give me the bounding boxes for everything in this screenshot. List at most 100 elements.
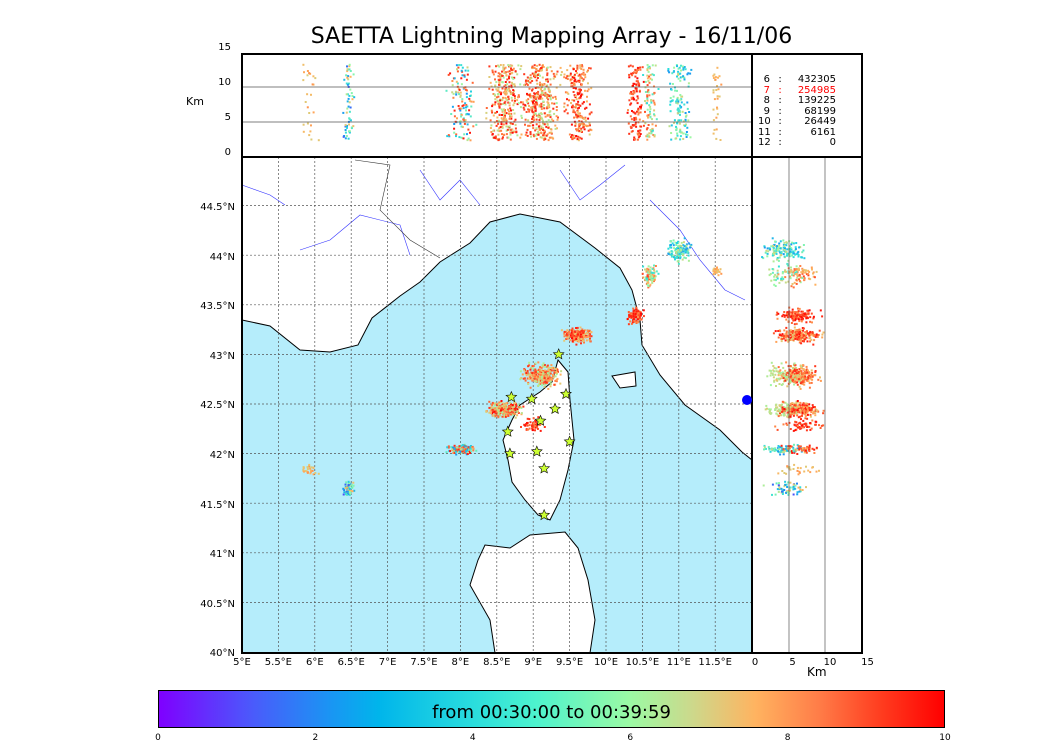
lightning-source-altitude xyxy=(504,89,507,92)
lightning-source xyxy=(589,340,592,343)
lightning-source xyxy=(581,339,584,341)
lightning-source-side xyxy=(793,326,796,329)
lightning-source-altitude xyxy=(647,89,650,91)
lightning-source-side xyxy=(803,313,806,315)
lightning-source xyxy=(669,253,672,256)
lightning-source-altitude xyxy=(544,138,547,141)
lightning-source xyxy=(525,423,527,426)
lightning-source xyxy=(519,370,522,373)
lightning-source-side xyxy=(801,414,803,417)
lightning-source xyxy=(497,409,500,412)
lightning-source-side xyxy=(769,409,771,412)
lightning-source-side xyxy=(789,380,792,383)
lightning-source-side xyxy=(786,316,789,319)
lightning-source xyxy=(547,366,550,369)
lightning-source-altitude xyxy=(504,66,507,69)
lightning-source-side xyxy=(774,493,777,496)
lightning-source xyxy=(575,337,578,340)
lightning-source-altitude xyxy=(644,91,647,93)
lightning-source xyxy=(488,400,491,403)
lightning-source xyxy=(634,313,637,315)
lightning-source xyxy=(651,278,654,281)
lightning-source-altitude xyxy=(575,70,577,73)
lightning-source-altitude xyxy=(512,92,515,95)
lightning-source xyxy=(497,414,500,417)
lightning-source-side xyxy=(800,342,803,345)
lightning-source-altitude xyxy=(516,103,519,106)
lightning-source-side xyxy=(775,367,778,370)
lightning-source-side xyxy=(763,446,766,449)
altitude-tick: 10 xyxy=(218,77,231,88)
lightning-source xyxy=(459,450,462,453)
lightning-source-altitude xyxy=(509,138,512,141)
lightning-source-altitude xyxy=(489,119,492,122)
lightning-source-altitude xyxy=(466,66,469,69)
lightning-source-altitude xyxy=(654,124,657,127)
lightning-source-altitude xyxy=(587,69,589,72)
lightning-source-side xyxy=(783,406,786,409)
lightning-source-altitude xyxy=(546,84,549,87)
lightning-source-altitude xyxy=(677,77,680,80)
lightning-source-side xyxy=(795,330,798,333)
lightning-source-altitude xyxy=(511,131,514,134)
lightning-source-side xyxy=(786,264,789,267)
lightning-source-altitude xyxy=(527,79,530,82)
lightning-source xyxy=(503,404,506,407)
lightning-source-side xyxy=(811,321,813,324)
lightning-source-altitude xyxy=(536,74,539,76)
lightning-source xyxy=(535,378,538,381)
lightning-source-altitude xyxy=(488,76,491,78)
lightning-source-altitude xyxy=(532,124,535,127)
lightning-source-altitude xyxy=(494,101,497,104)
lightning-source-altitude xyxy=(461,66,464,69)
lightning-source xyxy=(303,470,305,473)
lightning-source-altitude xyxy=(348,110,351,113)
lightning-source xyxy=(583,333,586,336)
lightning-source-side xyxy=(766,407,768,410)
lightning-source-altitude xyxy=(501,81,504,84)
lightning-source xyxy=(548,377,551,380)
lightning-source xyxy=(503,410,506,413)
lightning-source-altitude xyxy=(537,86,540,89)
lightning-source xyxy=(536,372,539,375)
lightning-source-side xyxy=(793,406,796,409)
lightning-source-altitude xyxy=(682,75,685,78)
lightning-source xyxy=(576,334,579,337)
lightning-source-side xyxy=(802,314,805,317)
lightning-source-altitude xyxy=(536,64,539,67)
lightning-source-side xyxy=(786,486,789,488)
lightning-source-side xyxy=(783,485,786,488)
lightning-source-side xyxy=(796,491,799,494)
lightning-source xyxy=(351,490,354,493)
lightning-source-altitude xyxy=(509,122,512,124)
lightning-source xyxy=(653,276,655,279)
lightning-source-altitude xyxy=(649,116,652,119)
lightning-source-altitude xyxy=(470,100,473,103)
lightning-source-altitude xyxy=(347,137,350,140)
lightning-source-side xyxy=(775,313,778,316)
lightning-source-side xyxy=(790,251,793,254)
lightning-source-altitude xyxy=(712,89,715,92)
lightning-source-altitude xyxy=(350,126,353,129)
lightning-source-altitude xyxy=(550,131,553,134)
lightning-source-altitude xyxy=(501,137,504,140)
lightning-source-altitude xyxy=(543,133,546,136)
lightning-source-side xyxy=(780,384,783,386)
lightning-source xyxy=(637,316,639,319)
lightning-source xyxy=(577,340,580,343)
lightning-source-altitude xyxy=(637,112,640,114)
lightning-source-side xyxy=(800,329,803,332)
lightning-source-side xyxy=(781,488,784,491)
lightning-source-side xyxy=(813,406,816,408)
lightning-source-altitude xyxy=(546,95,549,98)
lightning-source-side xyxy=(796,405,799,408)
lightning-source-altitude xyxy=(541,97,544,100)
lightning-source-altitude xyxy=(457,66,460,69)
lightning-source-altitude xyxy=(466,105,469,108)
lightning-source-altitude xyxy=(349,88,352,91)
lightning-source-altitude xyxy=(349,106,352,109)
lightning-source-side xyxy=(806,309,809,312)
lightning-source-side xyxy=(799,265,802,267)
lightning-source xyxy=(538,381,541,384)
lightning-source-side xyxy=(783,335,785,337)
